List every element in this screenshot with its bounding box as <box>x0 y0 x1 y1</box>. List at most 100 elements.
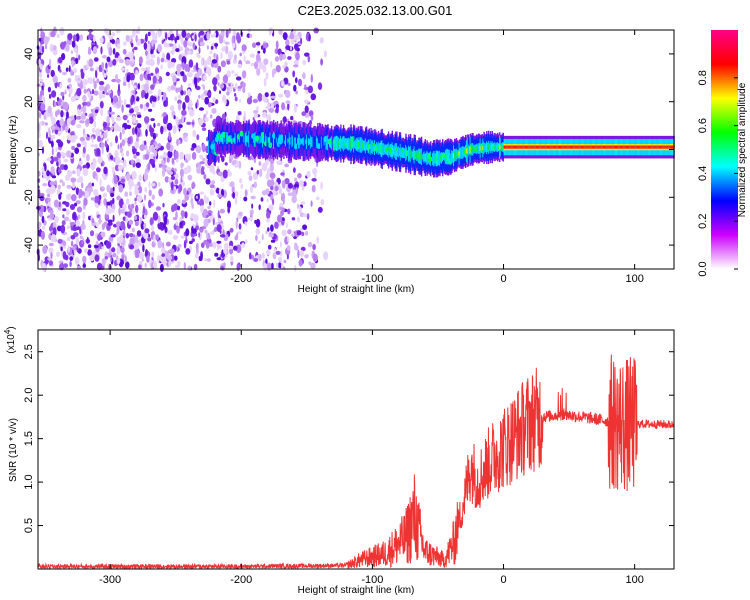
noise-blob <box>261 162 268 172</box>
noise-blob <box>153 149 158 157</box>
signal-cell <box>325 139 327 146</box>
noise-blob <box>191 121 195 126</box>
noise-blob <box>196 98 199 108</box>
signal-blob <box>316 143 321 150</box>
noise-blob <box>106 115 110 124</box>
noise-blob <box>207 205 211 210</box>
signal-cell <box>624 145 627 149</box>
noise-blob <box>204 229 208 234</box>
signal-cell <box>619 145 621 149</box>
noise-blob <box>265 188 270 195</box>
signal-cell <box>543 145 545 149</box>
noise-blob <box>63 263 68 268</box>
signal-cell <box>633 145 636 149</box>
noise-blob <box>103 192 107 198</box>
noise-blob <box>145 50 148 56</box>
noise-blob <box>170 33 175 41</box>
signal-cell <box>454 152 457 158</box>
noise-blob <box>292 70 296 78</box>
noise-blob <box>249 33 253 38</box>
noise-blob <box>306 170 311 178</box>
noise-blob <box>181 211 184 219</box>
noise-blob <box>82 146 86 154</box>
noise-blob <box>103 27 110 34</box>
noise-blob <box>48 128 51 138</box>
signal-cell <box>355 141 358 148</box>
noise-blob <box>139 103 144 109</box>
noise-blob <box>90 197 96 201</box>
signal-cell <box>380 144 382 153</box>
noise-blob <box>69 204 76 210</box>
signal-cell <box>412 151 415 158</box>
signal-cell <box>388 147 391 153</box>
noise-blob <box>214 252 219 257</box>
signal-cell <box>378 145 381 151</box>
noise-blob <box>241 70 247 79</box>
noise-blob <box>115 101 122 109</box>
signal-cell <box>498 145 500 149</box>
signal-cell <box>441 154 443 161</box>
noise-blob <box>268 108 274 113</box>
signal-cell <box>259 135 261 144</box>
noise-blob <box>62 101 69 110</box>
noise-blob <box>50 135 54 139</box>
noise-blob <box>287 229 292 235</box>
noise-blob <box>60 224 66 234</box>
noise-blob <box>276 160 282 165</box>
noise-blob <box>293 84 297 92</box>
noise-blob <box>206 91 211 97</box>
noise-blob <box>58 56 63 64</box>
noise-blob <box>145 59 151 66</box>
noise-blob <box>180 162 184 169</box>
noise-blob <box>210 114 213 119</box>
noise-blob <box>269 172 276 179</box>
noise-blob <box>115 74 118 81</box>
noise-blob <box>266 114 271 121</box>
snr-y-tick-label: 2.5 <box>23 344 35 359</box>
noise-blob <box>161 39 164 45</box>
noise-blob <box>85 101 91 107</box>
spectrogram-y-label: Frequency (Hz) <box>8 116 19 185</box>
noise-blob <box>75 33 80 42</box>
signal-cell <box>447 153 449 161</box>
signal-cell <box>482 146 484 150</box>
noise-blob <box>68 219 72 223</box>
noise-blob <box>245 60 251 65</box>
noise-blob <box>174 178 179 185</box>
noise-blob <box>217 65 222 73</box>
signal-cell <box>512 145 515 149</box>
noise-blob <box>38 37 42 42</box>
noise-blob <box>198 118 204 126</box>
noise-blob <box>171 58 177 63</box>
signal-cell <box>500 145 503 149</box>
signal-cell <box>318 139 320 146</box>
noise-blob <box>151 194 155 200</box>
noise-blob <box>201 143 206 153</box>
noise-blob <box>217 194 223 198</box>
noise-blob <box>132 171 135 176</box>
noise-blob <box>188 99 193 109</box>
noise-blob <box>204 257 207 262</box>
signal-cell <box>659 145 661 149</box>
noise-blob <box>111 97 113 103</box>
noise-blob <box>161 246 166 255</box>
noise-blob <box>71 180 76 189</box>
noise-blob <box>172 235 179 240</box>
noise-blob <box>87 77 91 83</box>
noise-blob <box>219 83 225 89</box>
noise-blob <box>232 191 235 199</box>
noise-blob <box>257 50 261 54</box>
noise-blob <box>258 240 261 244</box>
noise-blob <box>89 230 95 237</box>
noise-blob <box>233 245 238 251</box>
noise-blob <box>311 178 317 182</box>
signal-cell <box>477 145 480 152</box>
noise-blob <box>248 175 253 182</box>
signal-cell <box>245 135 247 143</box>
snr-x-ticks: -300 -200 -100 0 100 <box>99 330 644 586</box>
noise-blob <box>186 32 191 39</box>
noise-blob <box>176 138 179 147</box>
noise-blob <box>39 192 45 197</box>
signal-cell <box>414 150 416 160</box>
noise-blob <box>166 254 173 261</box>
